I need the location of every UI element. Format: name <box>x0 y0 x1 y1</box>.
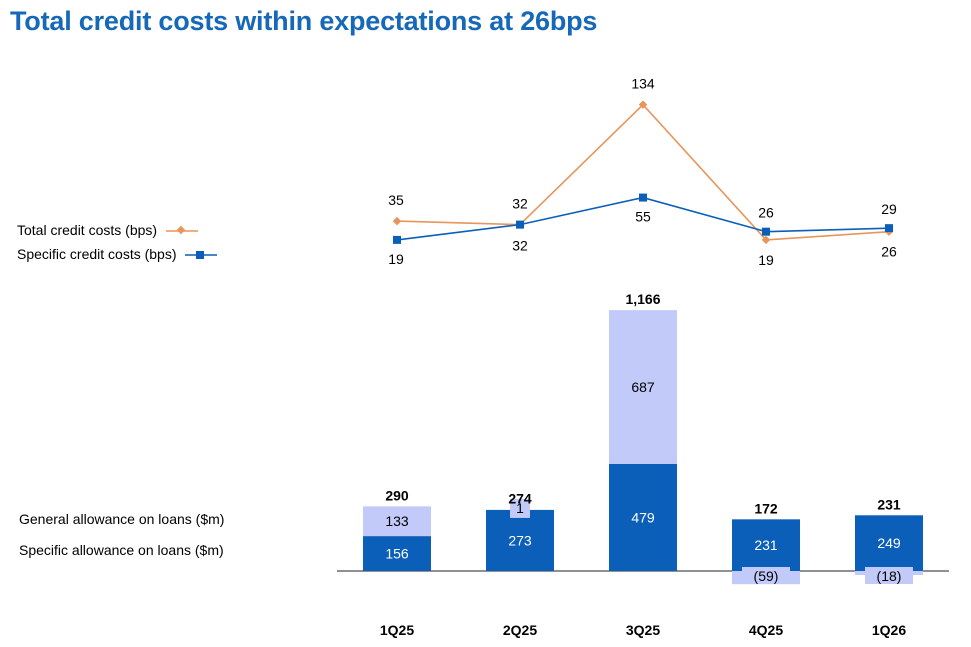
bar-specific-1Q25 <box>363 536 431 571</box>
data-label-total-credit-costs-1Q25: 35 <box>388 192 404 208</box>
bar-specific-4Q25 <box>732 519 800 571</box>
bar-specific-3Q25 <box>609 463 677 571</box>
legend-total-credit-costs-marker-icon <box>165 226 198 235</box>
tick-label-2Q25: 2Q25 <box>503 622 537 638</box>
legend-total-credit-costs: Total credit costs (bps) <box>17 222 199 238</box>
bar-specific-2Q25 <box>486 509 554 571</box>
tick-label-1Q25: 1Q25 <box>380 622 414 638</box>
data-label-general-box-2Q25 <box>510 498 530 518</box>
point-specific-4Q25 <box>762 227 770 236</box>
data-label-total-credit-costs-3Q25: 134 <box>631 76 655 92</box>
legend-specific-credit-costs-marker-icon <box>185 251 218 260</box>
data-label-general-1Q26: (18) <box>877 568 902 584</box>
tick-label-1Q26: 1Q26 <box>872 622 906 638</box>
data-label-specific-credit-costs-1Q25: 19 <box>388 251 404 267</box>
data-label-specific-4Q25: 231 <box>754 537 778 553</box>
point-total-1Q25 <box>392 216 402 226</box>
data-label-general-box-1Q26 <box>865 567 913 584</box>
data-label-general-box-4Q25 <box>742 567 790 584</box>
legend-total-credit-costs-label: Total credit costs (bps) <box>17 222 158 238</box>
bar-general-1Q25 <box>363 506 431 537</box>
tick-label-3Q25: 3Q25 <box>626 622 660 638</box>
data-label-total-credit-costs-2Q25: 32 <box>512 196 528 212</box>
data-label-specific-1Q25: 156 <box>385 546 409 562</box>
data-label-total-credit-costs-4Q25: 19 <box>758 252 774 268</box>
data-label-specific-credit-costs-4Q25: 26 <box>758 205 774 221</box>
bar-general-3Q25 <box>609 310 677 464</box>
data-label-total-3Q25: 1,166 <box>625 291 660 307</box>
data-label-specific-3Q25: 479 <box>631 509 655 525</box>
data-label-general-2Q25: 1 <box>516 500 524 516</box>
data-label-total-1Q26: 231 <box>877 496 901 512</box>
point-specific-2Q25 <box>516 220 524 229</box>
data-label-total-4Q25: 172 <box>754 500 778 516</box>
bar-specific-1Q26 <box>855 515 923 571</box>
data-label-general-1Q25: 133 <box>385 513 409 529</box>
data-label-specific-credit-costs-2Q25: 32 <box>512 238 528 254</box>
data-label-general-4Q25: (59) <box>754 568 779 584</box>
point-specific-1Q26 <box>885 224 893 233</box>
data-label-total-2Q25: 274 <box>508 491 532 507</box>
data-label-total-credit-costs-1Q26: 26 <box>881 244 897 260</box>
point-specific-3Q25 <box>639 193 647 202</box>
data-label-specific-1Q26: 249 <box>877 535 901 551</box>
tick-label-4Q25: 4Q25 <box>749 622 783 638</box>
legend-specific-credit-costs: Specific credit costs (bps) <box>17 246 218 262</box>
legend-specific-credit-costs-label: Specific credit costs (bps) <box>17 246 177 262</box>
data-label-general-3Q25: 687 <box>631 379 655 395</box>
page-title: Total credit costs within expectations a… <box>10 6 598 36</box>
data-label-specific-credit-costs-3Q25: 55 <box>635 209 651 225</box>
data-label-specific-2Q25: 273 <box>508 532 532 548</box>
data-label-total-1Q25: 290 <box>385 487 409 503</box>
legend-specific-allowance: Specific allowance on loans ($m) <box>19 542 224 558</box>
data-label-specific-credit-costs-1Q26: 29 <box>881 201 897 217</box>
legend-general-allowance: General allowance on loans ($m) <box>19 511 225 527</box>
point-specific-1Q25 <box>393 235 401 244</box>
